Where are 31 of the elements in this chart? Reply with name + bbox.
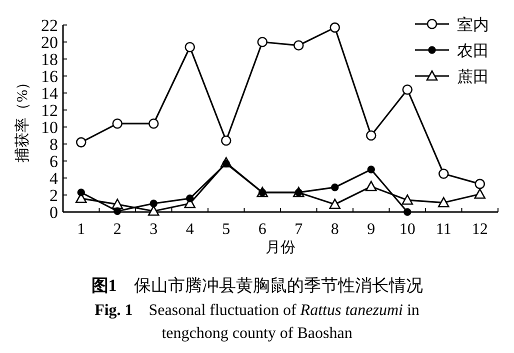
y-tick-label: 20	[41, 33, 58, 52]
y-tick-label: 12	[41, 101, 58, 120]
y-tick-label: 22	[41, 16, 58, 35]
x-tick-label: 3	[150, 221, 158, 238]
y-tick-label: 6	[50, 152, 58, 171]
y-tick-label: 10	[41, 118, 58, 137]
x-tick-label: 1	[77, 221, 86, 238]
text: Fig. 1 Seasonal fluctuation of Rattus tanezumi in tengchong county of Baoshan	[94, 302, 420, 342]
legend-label: 农田	[457, 43, 489, 60]
y-tick-label: 14	[41, 84, 58, 103]
x-tick-label: 11	[436, 221, 452, 238]
legend-label: 室内	[457, 16, 489, 34]
x-tick-label: 8	[330, 221, 339, 238]
x-tick-label: 4	[186, 221, 194, 238]
x-tick-label: 9	[367, 221, 376, 238]
y-axis-title: 捕获率（%）	[14, 74, 31, 162]
x-tick-label: 10	[399, 221, 416, 238]
y-tick-label: 0	[50, 203, 58, 222]
legend-label: 蔗田	[457, 68, 489, 86]
x-tick-label: 2	[113, 221, 122, 238]
x-tick-label: 12	[472, 221, 488, 238]
y-tick-label: 16	[41, 67, 58, 86]
x-axis-title: 月份	[266, 240, 296, 256]
y-tick-label: 8	[50, 135, 58, 154]
y-tick-label: 18	[41, 50, 58, 69]
y-tick-label: 4	[50, 169, 58, 188]
y-tick-label: 2	[50, 186, 58, 205]
x-tick-label: 6	[258, 221, 266, 238]
x-tick-label: 7	[294, 221, 303, 238]
text: 图1 保山市腾冲县黄胸鼠的季节性消长情况	[91, 276, 423, 295]
x-tick-label: 5	[222, 221, 230, 238]
